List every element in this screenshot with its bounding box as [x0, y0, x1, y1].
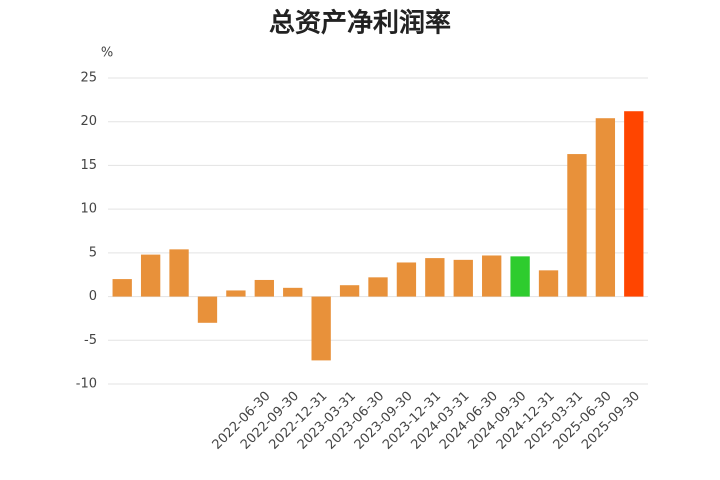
chart-title: 总资产净利润率: [269, 8, 451, 39]
bar: [112, 279, 132, 297]
y-tick-label: 10: [80, 202, 97, 217]
bar: [538, 270, 559, 297]
bar: [254, 279, 274, 297]
bar: [368, 277, 388, 297]
y-tick-label: -5: [84, 333, 97, 348]
y-unit: %: [101, 46, 113, 61]
bar: [453, 259, 473, 297]
bar: [311, 296, 331, 361]
bar: [482, 255, 502, 297]
bar: [396, 262, 417, 297]
bar: [140, 254, 161, 297]
bar: [624, 111, 644, 297]
y-tick-label: 25: [80, 71, 97, 86]
bar: [197, 296, 218, 323]
bar: [169, 249, 189, 297]
y-tick-label: 5: [89, 245, 97, 260]
bar: [283, 287, 303, 297]
bar: [595, 118, 616, 297]
y-tick-label: -10: [76, 377, 97, 392]
y-tick-label: 20: [80, 114, 97, 129]
bar: [226, 290, 246, 297]
bar: [510, 256, 530, 297]
y-tick-label: 15: [80, 158, 97, 173]
bar: [567, 154, 587, 297]
bar: [339, 285, 360, 297]
bar: [425, 258, 445, 297]
y-tick-label: 0: [89, 289, 97, 304]
